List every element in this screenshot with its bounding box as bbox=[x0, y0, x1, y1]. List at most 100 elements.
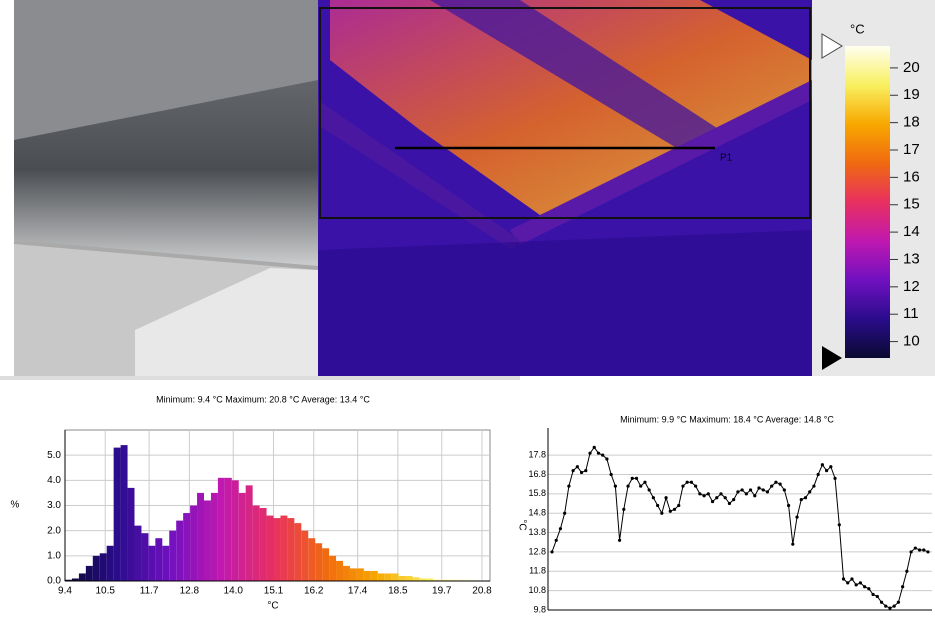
profile-point bbox=[648, 488, 651, 491]
histogram-bar bbox=[322, 548, 329, 581]
histogram-bar bbox=[239, 493, 246, 581]
profile-point bbox=[567, 484, 570, 487]
chart-title: Minimum: 9.9 °C Maximum: 18.4 °C Average… bbox=[620, 414, 834, 424]
profile-point bbox=[783, 488, 786, 491]
profile-point bbox=[829, 465, 832, 468]
x-tick-label: 19.7 bbox=[432, 586, 452, 597]
profile-point bbox=[804, 496, 807, 499]
profile-point bbox=[905, 570, 908, 573]
divider bbox=[0, 376, 520, 380]
histogram-bar bbox=[93, 556, 100, 581]
profile-point bbox=[871, 593, 874, 596]
profile-point bbox=[812, 484, 815, 487]
histogram-bar bbox=[280, 516, 287, 581]
histogram-bar bbox=[350, 568, 357, 581]
histogram-bar bbox=[183, 513, 190, 581]
y-tick-label: 1.0 bbox=[47, 550, 61, 561]
profile-point bbox=[918, 548, 921, 551]
histogram-bar bbox=[100, 553, 107, 581]
profile-point bbox=[791, 543, 794, 546]
profile-point bbox=[572, 469, 575, 472]
histogram-bar bbox=[232, 480, 239, 581]
profile-point bbox=[741, 488, 744, 491]
histogram-bar bbox=[329, 556, 336, 581]
profile-point bbox=[724, 496, 727, 499]
marker-label: P1 bbox=[720, 153, 733, 164]
x-tick-label: 12.8 bbox=[180, 586, 200, 597]
profile-point bbox=[643, 481, 646, 484]
profile-point bbox=[614, 484, 617, 487]
histogram-bar bbox=[364, 571, 371, 581]
x-tick-label: 16.2 bbox=[304, 586, 324, 597]
profile-point bbox=[817, 473, 820, 476]
profile-point bbox=[576, 465, 579, 468]
profile-point bbox=[926, 550, 929, 553]
profile-point bbox=[626, 484, 629, 487]
colorbar-tick-label: 17 bbox=[903, 141, 920, 158]
profile-point bbox=[800, 498, 803, 501]
y-tick-label: 12.8 bbox=[528, 546, 546, 556]
profile-point bbox=[762, 488, 765, 491]
profile-point bbox=[559, 527, 562, 530]
profile-point bbox=[825, 469, 828, 472]
y-tick-label: 15.8 bbox=[528, 488, 546, 498]
profile-point bbox=[901, 585, 904, 588]
y-tick-label: 17.8 bbox=[528, 449, 546, 459]
profile-point bbox=[584, 469, 587, 472]
y-tick-label: 2.0 bbox=[47, 525, 61, 536]
histogram-bar bbox=[392, 573, 399, 581]
colorbar-tick-label: 20 bbox=[903, 59, 920, 76]
profile-point bbox=[681, 484, 684, 487]
histogram-bar bbox=[294, 523, 301, 581]
visual-photo bbox=[14, 0, 318, 376]
histogram-bar bbox=[107, 546, 114, 581]
profile-point bbox=[563, 512, 566, 515]
histogram-bar bbox=[121, 445, 128, 581]
profile-point bbox=[897, 601, 900, 604]
histogram-bar bbox=[287, 518, 294, 581]
histogram-bar bbox=[169, 531, 176, 581]
histogram-bar bbox=[253, 506, 260, 582]
histogram-bar bbox=[357, 568, 364, 581]
x-tick-label: 14.0 bbox=[224, 586, 244, 597]
y-tick-label: 11.8 bbox=[529, 566, 546, 576]
histogram-bar bbox=[315, 543, 322, 581]
profile-point bbox=[808, 490, 811, 493]
histogram-bar bbox=[406, 576, 413, 581]
colorbar-tick-label: 18 bbox=[903, 114, 920, 131]
profile-point bbox=[605, 457, 608, 460]
profile-point bbox=[876, 595, 879, 598]
profile-point bbox=[580, 471, 583, 474]
profile-point bbox=[694, 484, 697, 487]
histogram-bar bbox=[371, 571, 378, 581]
y-tick-label: 13.8 bbox=[528, 527, 546, 537]
profile-point bbox=[715, 496, 718, 499]
profile-point bbox=[597, 452, 600, 455]
profile-point bbox=[677, 504, 680, 507]
profile-point bbox=[711, 500, 714, 503]
histogram-bar bbox=[128, 488, 135, 581]
profile-point bbox=[910, 550, 913, 553]
profile-point bbox=[757, 486, 760, 489]
profile-point bbox=[707, 492, 710, 495]
histogram-bar bbox=[274, 518, 281, 581]
histogram-bar bbox=[211, 493, 218, 581]
profile-point bbox=[639, 484, 642, 487]
x-tick-label: 15.1 bbox=[264, 586, 284, 597]
x-tick-label: 17.4 bbox=[348, 586, 368, 597]
x-tick-label: 10.5 bbox=[96, 586, 116, 597]
profile-point bbox=[588, 452, 591, 455]
x-tick-label: 18.5 bbox=[388, 586, 408, 597]
histogram-bar bbox=[301, 531, 308, 581]
profile-point bbox=[669, 510, 672, 513]
histogram-bar bbox=[155, 538, 162, 581]
profile-point bbox=[593, 446, 596, 449]
histogram-bar bbox=[86, 566, 93, 581]
profile-point bbox=[770, 484, 773, 487]
colorbar bbox=[845, 46, 890, 358]
y-tick-label: 3.0 bbox=[47, 500, 61, 511]
profile-point bbox=[610, 473, 613, 476]
profile-point bbox=[555, 539, 558, 542]
histogram-bar bbox=[378, 573, 385, 581]
x-tick-label: 20.8 bbox=[472, 586, 492, 597]
